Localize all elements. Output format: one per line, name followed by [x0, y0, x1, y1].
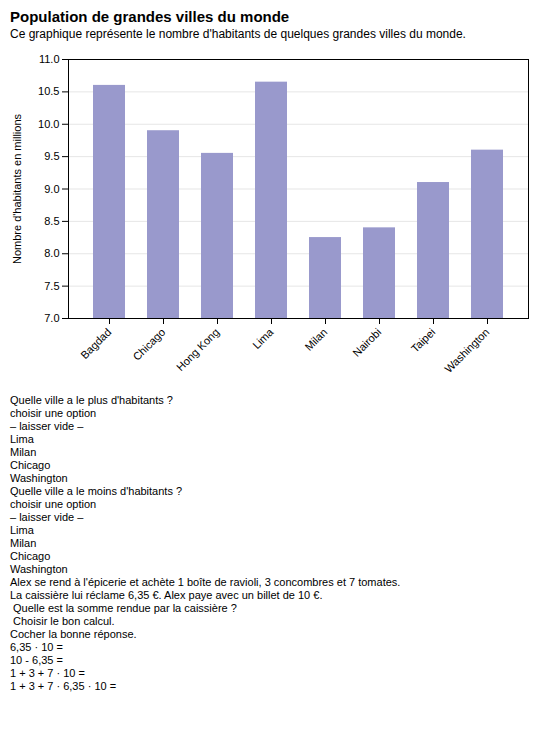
- html-text:La caissière lui réclame 6,35: La caissière lui réclame 6,35 €. Alex pa…: [10, 589, 323, 601]
- svg-text:8.5: 8.5: [44, 215, 59, 227]
- html-text:– laisser vide –: – laisser vide –: [10, 420, 84, 432]
- html-text:Milan: Milan: [10, 537, 37, 549]
- html-text:Quelle ville a le moins d'habi: Quelle ville a le moins d'habitants ?: [10, 485, 183, 497]
- svg-text:8.0: 8.0: [44, 247, 59, 259]
- html-text:Washington: Washington: [10, 563, 68, 575]
- svg-text:Taipei: Taipei: [409, 326, 438, 355]
- html-text:6,35 · 10 =: 6,35 · 10 =: [10, 641, 63, 653]
- html-text:Chicago: Chicago: [10, 459, 51, 471]
- html-text:Milan: Milan: [10, 446, 37, 458]
- html-text:Population de grandes villes d: Population de grandes villes du monde: [10, 8, 290, 25]
- html-text:Ce graphique représente le nom: Ce graphique représente le nombre d'habi…: [10, 27, 466, 41]
- svg-text:10.5: 10.5: [38, 85, 59, 97]
- svg-text:Lima: Lima: [250, 325, 276, 351]
- svg-text:Chicago: Chicago: [130, 326, 167, 363]
- html-text:10 - 6,35 =: 10 - 6,35 =: [10, 654, 63, 666]
- svg-text:9.0: 9.0: [44, 183, 59, 195]
- svg-text:7.5: 7.5: [44, 280, 59, 292]
- html-text:choisir une option: choisir une option: [10, 407, 97, 419]
- svg-text:11.0: 11.0: [39, 53, 60, 65]
- svg-text:Washington: Washington: [442, 326, 491, 375]
- html-text:Quelle ville a le plus d'habit: Quelle ville a le plus d'habitants ?: [10, 394, 173, 406]
- html-text:– laisser vide –: – laisser vide –: [10, 511, 84, 523]
- html-text:Chicago: Chicago: [10, 550, 51, 562]
- html-text:1 + 3 + 7 · 6,35 · 10 =: 1 + 3 + 7 · 6,35 · 10 =: [10, 680, 117, 692]
- html-text:Choisir le bon calcul.: Choisir le bon calcul.: [10, 615, 115, 627]
- html-text:Lima: Lima: [10, 524, 34, 536]
- svg-text:Nairobi: Nairobi: [350, 326, 383, 359]
- html-text:1 + 3 + 7 · 10 =: 1 + 3 + 7 · 10 =: [10, 667, 85, 679]
- html-text:choisir une option: choisir une option: [10, 498, 97, 510]
- svg-text:Hong Kong: Hong Kong: [174, 326, 221, 373]
- svg-text:Nombre d'habitants en millions: Nombre d'habitants en millions: [11, 113, 23, 264]
- html-text:Washington: Washington: [10, 472, 68, 484]
- svg-text:10.0: 10.0: [38, 118, 59, 130]
- html-text:Cocher la bonne réponse.: Cocher la bonne réponse.: [10, 628, 137, 640]
- html-text:Alex se rend à l'épicerie et a: Alex se rend à l'épicerie et achète 1 bo…: [10, 576, 401, 588]
- svg-text:Milan: Milan: [302, 326, 329, 353]
- html-text:Quelle est la somme rendue par: Quelle est la somme rendue par la caissi…: [10, 602, 237, 614]
- html-text:Lima: Lima: [10, 433, 34, 445]
- svg-text:7.0: 7.0: [44, 312, 59, 324]
- svg-text:Bagdad: Bagdad: [78, 326, 113, 361]
- svg-text:9.5: 9.5: [44, 150, 59, 162]
